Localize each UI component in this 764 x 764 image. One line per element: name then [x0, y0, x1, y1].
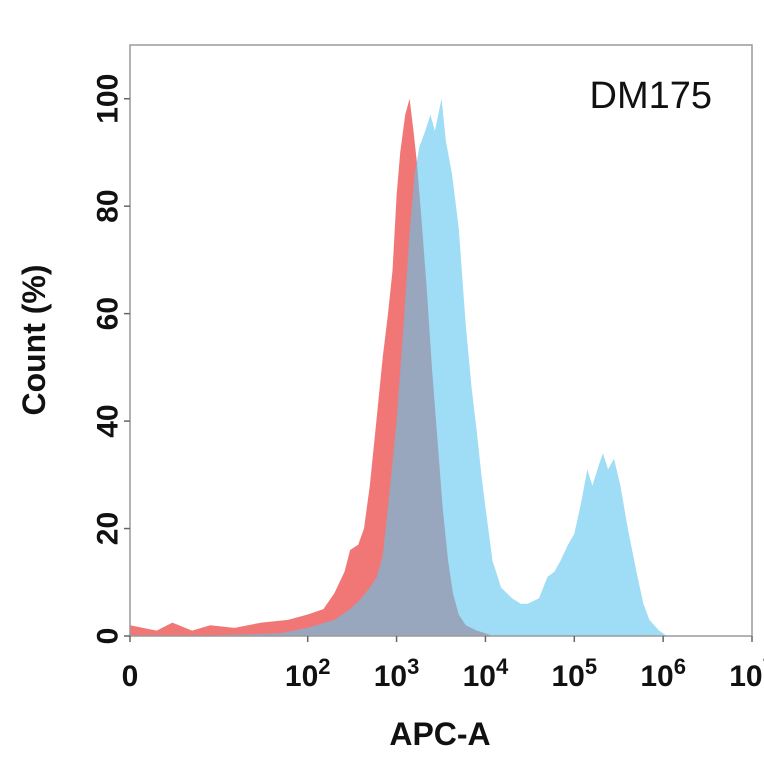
- y-axis-label: Count (%): [16, 264, 52, 415]
- y-tick-label: 20: [92, 512, 125, 545]
- x-tick-label: 0: [122, 660, 139, 693]
- x-tick-label: 105: [551, 654, 597, 693]
- histogram-series-2: [192, 98, 667, 636]
- y-tick-label: 60: [92, 297, 125, 330]
- x-tick-label: 107: [729, 654, 764, 693]
- x-tick-label: 103: [374, 654, 420, 693]
- plot-frame: [129, 44, 753, 637]
- x-axis-label: APC-A: [389, 716, 490, 752]
- y-tick-label: 80: [92, 189, 125, 222]
- y-tick-label: 0: [92, 628, 125, 645]
- x-tick-label: 104: [463, 654, 509, 693]
- y-tick-label: 100: [92, 74, 125, 124]
- plot-area: [130, 98, 667, 636]
- axis-ticks: 0 20 40 60 80 100 0 102 103 104 105 106 107: [92, 74, 764, 693]
- y-tick-label: 40: [92, 404, 125, 437]
- x-tick-label: 106: [640, 654, 686, 693]
- axes-frame: [129, 44, 753, 637]
- x-tick-label: 102: [285, 654, 331, 693]
- sample-annotation: DM175: [590, 75, 713, 117]
